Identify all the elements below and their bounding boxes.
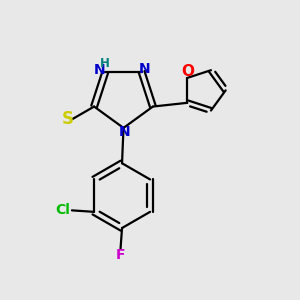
Text: N: N [119, 125, 131, 139]
Text: Cl: Cl [56, 203, 70, 218]
Text: O: O [181, 64, 194, 79]
Text: H: H [100, 57, 110, 70]
Text: N: N [139, 62, 150, 76]
Text: N: N [94, 63, 106, 76]
Text: F: F [116, 248, 125, 262]
Text: S: S [61, 110, 74, 128]
